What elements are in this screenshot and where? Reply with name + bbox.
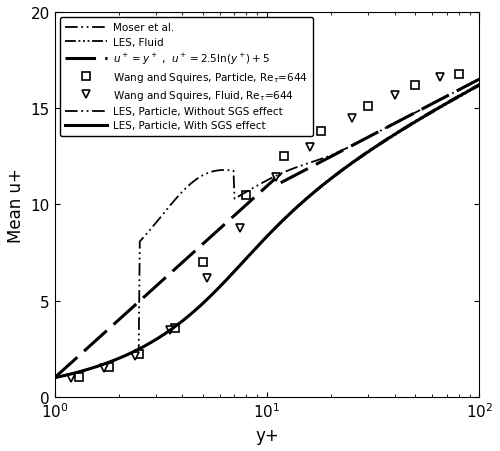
Wang and Squires, Fluid, Re$_\tau$=644 (167, 327, 173, 332)
Moser et al. (358, 154, 364, 159)
Wang and Squires, Particle, Re$_\tau$=644 (200, 260, 206, 265)
Line: Wang and Squires, Fluid, Re$_\tau$=644: Wang and Squires, Fluid, Re$_\tau$=644 (68, 74, 444, 382)
Moser et al. (220, 281, 226, 286)
LES, Particle, Without SGS effect (52, 375, 58, 381)
LES, Particle, With SGS effect (476, 83, 482, 88)
Line: LES, Particle, Without SGS effect: LES, Particle, Without SGS effect (54, 80, 480, 378)
LES, Fluid (102, 361, 108, 366)
Y-axis label: Mean u+: Mean u+ (7, 168, 25, 242)
Line: LES, Fluid: LES, Fluid (54, 87, 480, 378)
LES, Particle, With SGS effect (319, 184, 325, 189)
Wang and Squires, Fluid, Re$_\tau$=644 (238, 226, 244, 231)
LES, Particle, Without SGS effect (220, 168, 226, 173)
LES, Particle, Without SGS effect (319, 156, 325, 162)
Line: Moser et al.: Moser et al. (54, 85, 480, 378)
LES, Particle, Without SGS effect (358, 139, 364, 144)
LES, Fluid (190, 310, 196, 315)
Line: $u^+=y^+$ ,  $u^+=2.5\ln(y^+)+5$: $u^+=y^+$ , $u^+=2.5\ln(y^+)+5$ (54, 174, 280, 378)
LES, Fluid (360, 154, 366, 159)
Wang and Squires, Fluid, Re$_\tau$=644 (392, 93, 398, 98)
Wang and Squires, Fluid, Re$_\tau$=644 (308, 145, 314, 150)
Wang and Squires, Particle, Re$_\tau$=644 (412, 83, 418, 88)
Line: LES, Particle, With SGS effect: LES, Particle, With SGS effect (54, 86, 480, 378)
X-axis label: y+: y+ (255, 426, 279, 444)
Wang and Squires, Fluid, Re$_\tau$=644 (100, 366, 106, 371)
Moser et al. (102, 361, 108, 366)
Moser et al. (190, 310, 196, 315)
Wang and Squires, Particle, Re$_\tau$=644 (281, 154, 287, 160)
LES, Particle, Without SGS effect (102, 361, 108, 366)
LES, Fluid (476, 84, 482, 89)
Line: Wang and Squires, Particle, Re$_\tau$=644: Wang and Squires, Particle, Re$_\tau$=64… (75, 70, 462, 381)
LES, Particle, With SGS effect (360, 153, 366, 158)
Wang and Squires, Fluid, Re$_\tau$=644 (273, 175, 279, 181)
Moser et al. (360, 152, 366, 157)
Moser et al. (319, 183, 325, 189)
Wang and Squires, Particle, Re$_\tau$=644 (76, 374, 82, 380)
LES, Particle, With SGS effect (52, 375, 58, 381)
LES, Particle, With SGS effect (220, 281, 226, 287)
Wang and Squires, Fluid, Re$_\tau$=644 (68, 375, 74, 381)
Wang and Squires, Fluid, Re$_\tau$=644 (132, 353, 138, 359)
LES, Particle, Without SGS effect (476, 77, 482, 83)
LES, Fluid (319, 184, 325, 190)
LES, Particle, Without SGS effect (190, 179, 196, 185)
LES, Fluid (358, 155, 364, 161)
Wang and Squires, Particle, Re$_\tau$=644 (106, 364, 112, 370)
Wang and Squires, Fluid, Re$_\tau$=644 (204, 275, 210, 281)
Wang and Squires, Fluid, Re$_\tau$=644 (348, 116, 354, 121)
LES, Particle, With SGS effect (102, 361, 108, 366)
Wang and Squires, Particle, Re$_\tau$=644 (456, 72, 462, 77)
Wang and Squires, Particle, Re$_\tau$=644 (172, 325, 178, 331)
LES, Particle, With SGS effect (358, 154, 364, 160)
Wang and Squires, Fluid, Re$_\tau$=644 (436, 75, 442, 81)
Moser et al. (476, 82, 482, 87)
Moser et al. (52, 375, 58, 381)
LES, Particle, Without SGS effect (360, 138, 366, 143)
Wang and Squires, Particle, Re$_\tau$=644 (136, 351, 142, 357)
LES, Particle, With SGS effect (190, 310, 196, 315)
LES, Fluid (52, 375, 58, 381)
Wang and Squires, Particle, Re$_\tau$=644 (318, 129, 324, 135)
Wang and Squires, Particle, Re$_\tau$=644 (244, 193, 250, 198)
LES, Fluid (220, 281, 226, 287)
Legend: Moser et al., LES, Fluid, $u^+=y^+$ ,  $u^+=2.5\ln(y^+)+5$, Wang and Squires, Pa: Moser et al., LES, Fluid, $u^+=y^+$ , $u… (60, 18, 313, 136)
Wang and Squires, Particle, Re$_\tau$=644 (366, 104, 372, 110)
$u^+=y^+$ ,  $u^+=2.5\ln(y^+)+5$ (278, 171, 283, 177)
$u^+=y^+$ ,  $u^+=2.5\ln(y^+)+5$ (52, 375, 58, 381)
